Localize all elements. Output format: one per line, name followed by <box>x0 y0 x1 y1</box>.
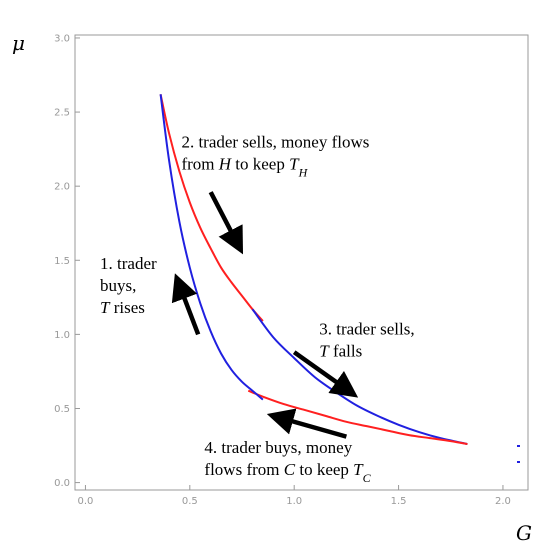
step1-arrow <box>171 273 201 336</box>
step4-label-line: 4. trader buys, money <box>204 438 352 457</box>
y-axis-ticks: 0.0 0.5 1.0 1.5 2.0 2.5 3.0 <box>54 33 80 489</box>
y-axis-label: μ <box>12 31 25 55</box>
step3-label-line: T falls <box>319 341 362 360</box>
step4-arrow <box>266 408 347 439</box>
x-axis-ticks: 0.0 0.5 1.0 1.5 2.0 <box>77 485 511 507</box>
x-axis-label: G <box>516 521 532 545</box>
y-tick-label: 0.5 <box>54 404 70 415</box>
blue-curve-1 <box>251 308 468 446</box>
y-tick-label: 1.5 <box>54 256 70 267</box>
step1-label-line: buys, <box>100 276 136 295</box>
step2-arrow <box>208 191 244 255</box>
x-tick-label: 1.5 <box>391 496 407 507</box>
step2-label-line: from H to keep TH <box>181 155 308 180</box>
red-curve-0 <box>159 94 264 322</box>
plot-frame <box>74 34 529 491</box>
y-tick-label: 2.0 <box>54 182 70 193</box>
step1-label-line: 1. trader <box>100 254 157 273</box>
y-tick-label: 2.5 <box>54 108 70 119</box>
step3-arrow <box>292 350 359 398</box>
y-tick-label: 0.0 <box>54 478 70 489</box>
x-tick-label: 0.0 <box>77 496 93 507</box>
blue-curve-3 <box>159 94 264 401</box>
y-tick-label: 1.0 <box>54 330 70 341</box>
step4-label-line: flows from C to keep TC <box>204 460 371 485</box>
step3-label-line: 3. trader sells, <box>319 319 414 338</box>
annotation-layer: 1. trader buys, T rises 2. trader sells, mo… <box>100 133 415 485</box>
step1-label-line: T rises <box>100 298 145 317</box>
x-tick-label: 0.5 <box>182 496 198 507</box>
red-curve-2 <box>247 389 468 446</box>
y-tick-label: 3.0 <box>54 33 70 44</box>
x-tick-label: 2.0 <box>495 496 511 507</box>
step2-label-line: 2. trader sells, money flows <box>181 133 369 152</box>
series-layer <box>159 94 520 463</box>
x-tick-label: 1.0 <box>286 496 302 507</box>
